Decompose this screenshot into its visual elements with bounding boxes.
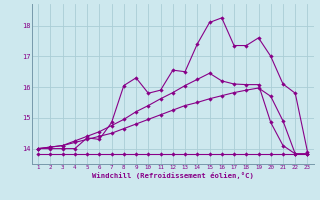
X-axis label: Windchill (Refroidissement éolien,°C): Windchill (Refroidissement éolien,°C) xyxy=(92,172,254,179)
